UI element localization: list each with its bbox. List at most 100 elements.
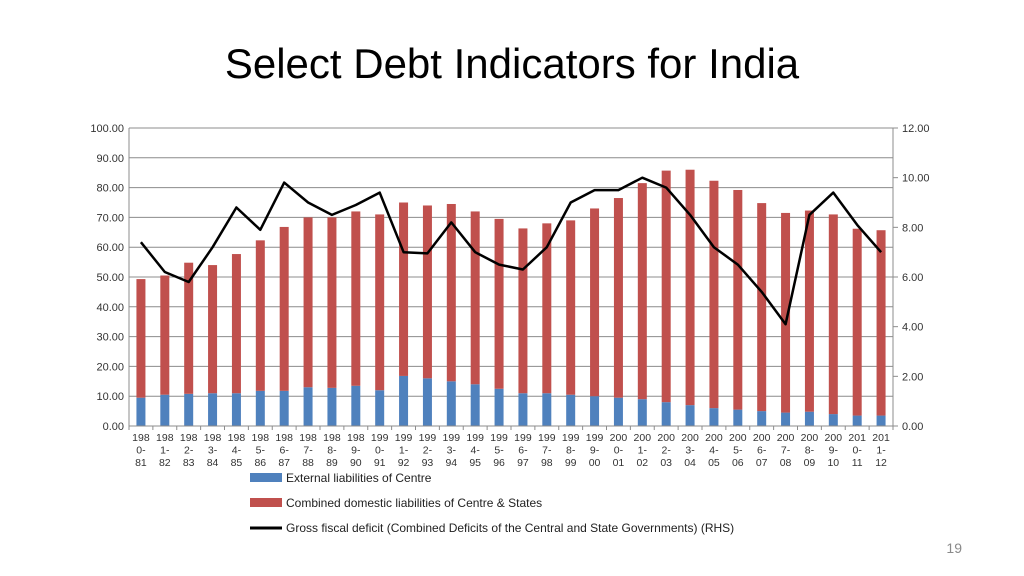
- legend-swatch-domestic: [250, 498, 282, 507]
- slide-title: Select Debt Indicators for India: [224, 40, 800, 87]
- x-tick-label: 198 1-82: [156, 432, 174, 469]
- bar-external-liabilities: [876, 415, 886, 426]
- x-tick-label: 198 4-85: [228, 432, 246, 469]
- bar-domestic-liabilities: [733, 189, 743, 410]
- bar-domestic-liabilities: [566, 220, 576, 395]
- slide-number: 19: [946, 540, 962, 556]
- y2-tick-label: 6.00: [902, 272, 923, 284]
- bar-external-liabilities: [470, 384, 480, 426]
- y-tick-label: 100.00: [90, 123, 124, 135]
- bar-external-liabilities: [733, 409, 743, 426]
- bar-domestic-liabilities: [136, 279, 146, 398]
- bar-domestic-liabilities: [876, 230, 886, 416]
- bar-external-liabilities: [399, 375, 409, 426]
- bar-external-liabilities: [613, 397, 623, 426]
- bars: [136, 169, 886, 426]
- y2-tick-label: 12.00: [902, 123, 930, 135]
- y2-tick-label: 2.00: [902, 371, 923, 383]
- bar-external-liabilities: [303, 387, 313, 426]
- bar-external-liabilities: [781, 412, 791, 426]
- x-tick-label: 200 9-10: [825, 432, 843, 469]
- x-tick-label: 199 9-00: [586, 432, 604, 469]
- axes: 0.00 10.00 20.00 30.00 40.00 50.00 60.00 70.00 8…: [90, 123, 929, 469]
- bar-external-liabilities: [422, 378, 432, 426]
- bar-domestic-liabilities: [351, 211, 361, 386]
- bar-external-liabilities: [566, 394, 576, 426]
- x-tick-label: 200 7-08: [777, 432, 795, 469]
- bar-domestic-liabilities: [494, 218, 504, 389]
- y-tick-label: 50.00: [96, 272, 124, 284]
- bar-domestic-liabilities: [327, 217, 337, 388]
- bar-domestic-liabilities: [590, 208, 600, 397]
- bar-domestic-liabilities: [661, 170, 671, 403]
- y-tick-label: 0.00: [103, 421, 124, 433]
- bar-external-liabilities: [637, 399, 647, 426]
- bar-external-liabilities: [661, 402, 671, 426]
- x-tick-label: 201 1-12: [872, 432, 890, 469]
- bar-domestic-liabilities: [613, 198, 623, 398]
- x-tick-label: 199 2-93: [419, 432, 437, 469]
- x-tick-label: 198 3-84: [204, 432, 222, 469]
- bar-domestic-liabilities: [399, 202, 409, 376]
- bar-domestic-liabilities: [757, 203, 767, 412]
- legend-swatch-external: [250, 473, 282, 482]
- legend-label: External liabilities of Centre: [286, 471, 432, 485]
- y-tick-label: 90.00: [96, 153, 124, 165]
- x-tick-label: 198 5-86: [252, 432, 270, 469]
- x-tick-label: 201 0-11: [848, 432, 866, 469]
- bar-external-liabilities: [184, 393, 194, 426]
- deficit-line: [139, 176, 883, 326]
- gross-fiscal-deficit-line: [139, 176, 883, 326]
- bar-external-liabilities: [327, 387, 337, 426]
- bar-external-liabilities: [136, 397, 146, 426]
- x-tick-label: 199 8-99: [562, 432, 580, 469]
- bar-domestic-liabilities: [542, 223, 552, 394]
- bar-external-liabilities: [590, 396, 600, 426]
- y-tick-label: 30.00: [96, 332, 124, 344]
- x-tick-label: 200 3-04: [681, 432, 699, 469]
- x-tick-label: 200 1-02: [634, 432, 652, 469]
- bar-external-liabilities: [351, 385, 361, 426]
- y2-tick-label: 10.00: [902, 173, 930, 185]
- bar-external-liabilities: [494, 388, 504, 426]
- bar-external-liabilities: [160, 394, 170, 426]
- bar-domestic-liabilities: [828, 214, 838, 415]
- x-tick-label: 198 6-87: [275, 432, 293, 469]
- bar-domestic-liabilities: [375, 214, 385, 391]
- x-tick-label: 199 0-91: [371, 432, 389, 469]
- x-tick-label: 200 5-06: [729, 432, 747, 469]
- x-tick-label: 199 1-92: [395, 432, 413, 469]
- x-tick-label: 200 0-01: [610, 432, 628, 469]
- x-tick-label: 199 3-94: [443, 432, 461, 469]
- y2-tick-label: 4.00: [902, 322, 923, 334]
- bar-external-liabilities: [685, 405, 695, 426]
- legend-label: Gross fiscal deficit (Combined Deficits …: [286, 521, 734, 535]
- bar-domestic-liabilities: [709, 180, 719, 409]
- x-tick-label: 200 2-03: [657, 432, 675, 469]
- gridlines: [129, 127, 893, 427]
- bar-external-liabilities: [446, 381, 456, 426]
- bar-external-liabilities: [757, 411, 767, 426]
- bar-external-liabilities: [709, 408, 719, 426]
- y2-tick-label: 0.00: [902, 421, 923, 433]
- y-tick-label: 70.00: [96, 212, 124, 224]
- bar-domestic-liabilities: [184, 262, 194, 394]
- bar-external-liabilities: [828, 414, 838, 426]
- x-tick-label: 198 0-81: [132, 432, 150, 469]
- bar-domestic-liabilities: [446, 203, 456, 382]
- bar-domestic-liabilities: [852, 228, 862, 416]
- x-tick-label: 199 6-97: [514, 432, 532, 469]
- y-tick-label: 60.00: [96, 242, 124, 254]
- x-tick-label: 198 2-83: [180, 432, 198, 469]
- x-tick-label: 200 6-07: [753, 432, 771, 469]
- y-tick-label: 20.00: [96, 361, 124, 373]
- bar-domestic-liabilities: [685, 169, 695, 406]
- x-tick-label: 200 8-09: [801, 432, 819, 469]
- bar-domestic-liabilities: [470, 211, 480, 385]
- x-tick-label: 199 5-96: [490, 432, 508, 469]
- bar-external-liabilities: [804, 411, 814, 426]
- y-tick-label: 80.00: [96, 183, 124, 195]
- legend-label: Combined domestic liabilities of Centre …: [286, 496, 542, 510]
- x-tick-label: 199 4-95: [466, 432, 484, 469]
